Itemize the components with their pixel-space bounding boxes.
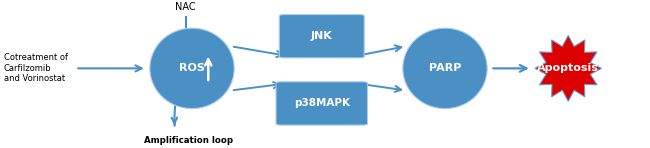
- Text: JNK: JNK: [311, 31, 333, 41]
- Text: Apoptosis: Apoptosis: [538, 63, 599, 73]
- Text: ROS: ROS: [179, 63, 205, 73]
- FancyBboxPatch shape: [276, 82, 367, 125]
- Text: PARP: PARP: [429, 63, 461, 73]
- Text: Cotreatment of
Carfilzomib
and Vorinostat: Cotreatment of Carfilzomib and Vorinosta…: [4, 53, 68, 83]
- Ellipse shape: [403, 28, 487, 109]
- Ellipse shape: [150, 28, 234, 109]
- FancyBboxPatch shape: [280, 15, 364, 58]
- Text: NAC: NAC: [176, 2, 196, 12]
- Polygon shape: [535, 36, 601, 101]
- Text: Amplification loop: Amplification loop: [144, 136, 233, 145]
- Text: p38MAPK: p38MAPK: [294, 98, 350, 108]
